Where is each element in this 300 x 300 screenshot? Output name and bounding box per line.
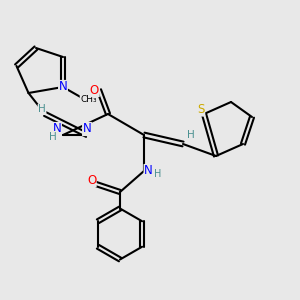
Text: H: H: [38, 104, 46, 115]
Text: N: N: [52, 122, 62, 136]
Text: N: N: [82, 122, 91, 136]
Text: H: H: [187, 130, 194, 140]
Text: CH₃: CH₃: [80, 94, 97, 103]
Text: N: N: [144, 164, 153, 178]
Text: N: N: [58, 80, 68, 94]
Text: O: O: [90, 83, 99, 97]
Text: H: H: [49, 131, 56, 142]
Text: O: O: [87, 173, 96, 187]
Text: S: S: [197, 103, 205, 116]
Text: H: H: [154, 169, 161, 179]
